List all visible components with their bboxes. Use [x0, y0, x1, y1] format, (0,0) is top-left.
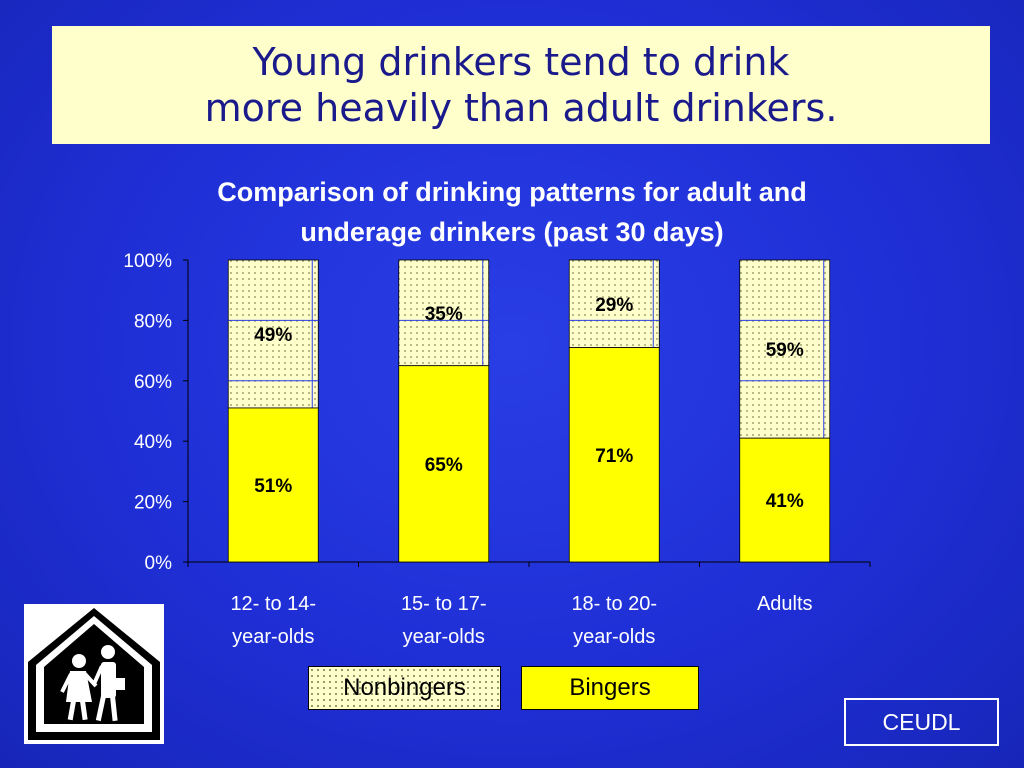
slide-title-box: Young drinkers tend to drink more heavil…	[52, 26, 990, 144]
slide-title-line-2: more heavily than adult drinkers.	[204, 86, 838, 130]
data-label-bingers: 51%	[254, 476, 292, 497]
chart-title-line-1: Comparison of drinking patterns for adul…	[217, 177, 807, 207]
slide-title-line-1: Young drinkers tend to drink	[252, 40, 790, 84]
data-label-nonbingers: 35%	[425, 304, 463, 325]
footer-label-text: CEUDL	[882, 708, 961, 735]
y-tick-label: 80%	[134, 311, 172, 332]
legend-nonbingers: Nonbingers	[308, 666, 501, 710]
y-tick-label: 20%	[134, 493, 172, 514]
x-category-label-line-1: 18- to 20-	[571, 593, 657, 615]
x-category-label-line-2: year-olds	[232, 626, 314, 648]
data-label-nonbingers: 29%	[595, 295, 633, 316]
data-label-bingers: 71%	[595, 446, 633, 467]
legend-nonbingers-label: Nonbingers	[343, 674, 466, 701]
bar-bingers	[568, 347, 660, 563]
chart-title-line-2: underage drinkers (past 30 days)	[300, 217, 724, 247]
x-category-label-line-2: year-olds	[573, 626, 655, 648]
data-label-nonbingers: 49%	[254, 325, 292, 346]
bar-bingers	[227, 407, 319, 563]
bar-nonbingers	[568, 259, 660, 348]
y-tick-label: 60%	[134, 372, 172, 393]
data-label-nonbingers: 59%	[766, 340, 804, 361]
bar-nonbingers	[398, 259, 490, 367]
y-tick-label: 0%	[145, 553, 173, 574]
legend-bingers-label: Bingers	[569, 674, 651, 701]
bar-nonbingers	[739, 259, 831, 439]
data-label-bingers: 41%	[766, 491, 804, 512]
bar-nonbingers	[227, 259, 319, 409]
y-tick-label: 40%	[134, 432, 172, 453]
chart-title: Comparison of drinking patterns for adul…	[0, 172, 1024, 252]
footer-label: CEUDL	[844, 698, 999, 746]
y-tick-label: 100%	[123, 251, 172, 272]
legend-bingers: Bingers	[521, 666, 699, 710]
bar-bingers	[398, 365, 490, 563]
x-category-label-line-1: Adults	[757, 593, 813, 615]
x-category-label-line-1: 12- to 14-	[230, 593, 316, 615]
school-crossing-sign-icon	[24, 604, 164, 744]
x-category-label-line-2: year-olds	[403, 626, 485, 648]
x-category-label-line-1: 15- to 17-	[401, 593, 487, 615]
bar-bingers	[739, 437, 831, 563]
data-label-bingers: 65%	[425, 455, 463, 476]
